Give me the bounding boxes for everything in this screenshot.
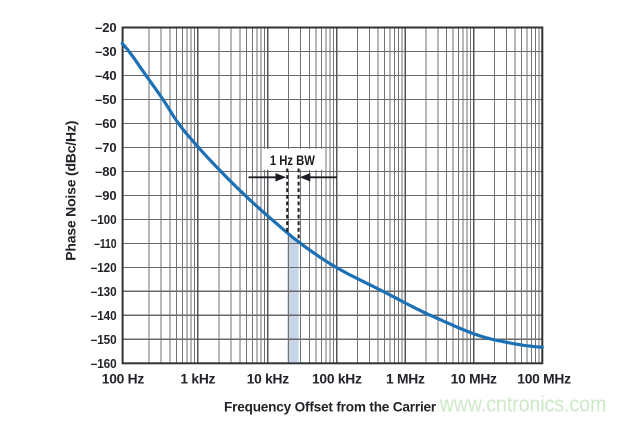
svg-text:–160: –160 bbox=[91, 356, 117, 371]
svg-text:1 MHz: 1 MHz bbox=[386, 372, 425, 387]
svg-text:–50: –50 bbox=[95, 92, 116, 107]
svg-text:–70: –70 bbox=[95, 140, 116, 155]
svg-text:–120: –120 bbox=[91, 260, 117, 275]
svg-text:–130: –130 bbox=[91, 284, 117, 299]
svg-text:Frequency Offset from the Carr: Frequency Offset from the Carrier bbox=[224, 398, 437, 414]
svg-text:–140: –140 bbox=[91, 308, 117, 323]
svg-text:100 Hz: 100 Hz bbox=[102, 372, 145, 387]
svg-text:1 kHz: 1 kHz bbox=[180, 372, 215, 387]
svg-text:–30: –30 bbox=[95, 44, 116, 59]
svg-text:–150: –150 bbox=[91, 332, 117, 347]
svg-text:–40: –40 bbox=[95, 68, 116, 83]
svg-text:–80: –80 bbox=[95, 164, 116, 179]
svg-text:Phase Noise (dBc/Hz): Phase Noise (dBc/Hz) bbox=[63, 121, 79, 261]
svg-text:1 Hz BW: 1 Hz BW bbox=[270, 153, 315, 168]
svg-text:100 kHz: 100 kHz bbox=[312, 372, 362, 387]
svg-text:10 kHz: 10 kHz bbox=[247, 372, 290, 387]
svg-text:–60: –60 bbox=[95, 116, 116, 131]
svg-text:–20: –20 bbox=[95, 20, 116, 35]
svg-text:–100: –100 bbox=[91, 212, 117, 227]
svg-text:–90: –90 bbox=[95, 188, 116, 203]
svg-text:www.cntronics.com: www.cntronics.com bbox=[439, 392, 606, 417]
svg-text:–110: –110 bbox=[94, 236, 116, 251]
svg-text:100 MHz: 100 MHz bbox=[517, 372, 571, 387]
svg-text:10 MHz: 10 MHz bbox=[451, 372, 497, 387]
